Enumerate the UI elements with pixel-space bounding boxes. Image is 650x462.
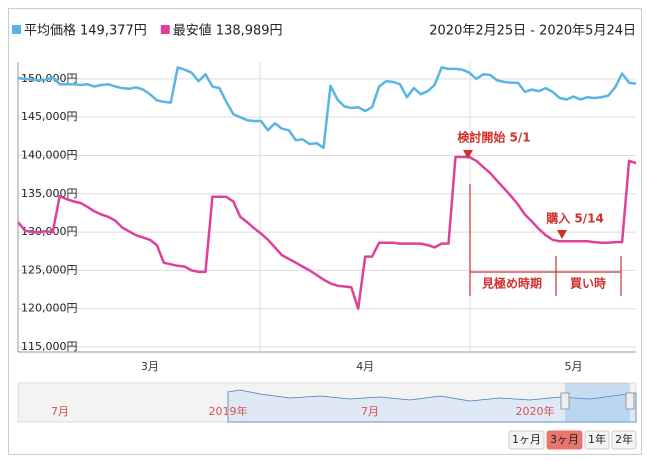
legend-swatch: [12, 25, 21, 34]
legend-swatch: [160, 25, 170, 34]
navigator-selection[interactable]: [565, 383, 630, 422]
range-button[interactable]: [508, 430, 545, 450]
y-tick-label: 135,000円: [21, 187, 78, 200]
x-tick-label: 4月: [356, 360, 374, 373]
x-tick-label: 5月: [565, 360, 583, 373]
series-line: [17, 66, 637, 150]
frame: [8, 8, 642, 455]
annotation: 買い時: [570, 276, 606, 291]
legend-label: 最安値: [173, 23, 212, 39]
y-tick-label: 145,000円: [21, 110, 78, 123]
range-button-label[interactable]: 1年: [588, 432, 606, 446]
marker: [557, 230, 567, 239]
annotation: 購入 5/14: [545, 211, 604, 226]
legend-value: 138,989円: [216, 24, 283, 39]
range-button-label[interactable]: 3ヶ月: [550, 433, 579, 446]
range-button-label[interactable]: 2年: [615, 432, 633, 446]
annotation: 見極め時期: [481, 276, 542, 291]
navigator-label: 7月: [51, 405, 69, 418]
navigator-handle[interactable]: [625, 392, 635, 410]
range-button[interactable]: [611, 430, 637, 450]
annotations: 検討開始 5/1 購入 5/14 見極め時期 買い時: [457, 130, 622, 296]
series-line: [17, 155, 637, 310]
annotation: 検討開始 5/1: [457, 130, 530, 145]
legend-label: 平均価格: [24, 23, 76, 39]
y-tick-label: 140,000円: [21, 148, 78, 161]
range-button[interactable]: [584, 430, 610, 450]
range-buttons: 2年 1年 3ヶ月 1ヶ月: [508, 430, 637, 450]
navigator-label: 2019年: [209, 404, 248, 418]
y-tick-label: 120,000円: [21, 302, 78, 315]
range-button-label[interactable]: 1ヶ月: [512, 433, 541, 446]
legend-value: 149,377円: [80, 24, 147, 39]
navigator-handle[interactable]: [560, 392, 570, 410]
range-button[interactable]: [546, 430, 583, 450]
y-tick-label: 115,000円: [21, 340, 78, 353]
date-range: 2020年2月25日 - 2020年5月24日: [429, 24, 636, 39]
navigator[interactable]: 7月 2019年 7月 2020年: [17, 382, 637, 423]
plot: 115,000円120,000円125,000円130,000円135,000円…: [17, 66, 637, 373]
navigator-label: 2020年: [516, 404, 555, 418]
navigator-label: 7月: [361, 405, 379, 418]
x-tick-label: 3月: [141, 360, 159, 373]
legend: 2020年2月25日 - 2020年5月24日 平均価格 149,377円 最安値 1…: [12, 23, 636, 39]
navigator-area: [227, 389, 637, 423]
y-tick-label: 125,000円: [21, 263, 78, 276]
marker: [463, 150, 473, 159]
